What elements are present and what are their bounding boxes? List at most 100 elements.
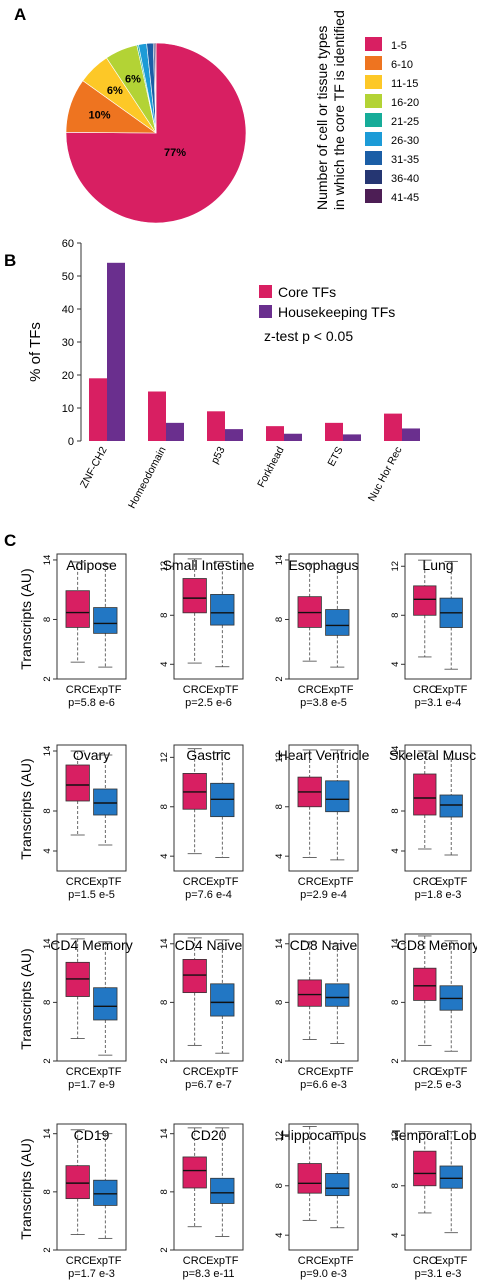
boxplot-group-label: CRC [298, 876, 322, 888]
bar-forkhead-core-tfs [266, 426, 284, 441]
boxplot-title: Esophagus [288, 557, 358, 573]
boxplot-y-tick-label: 14 [159, 938, 170, 949]
bar-y-tick-label: 20 [62, 370, 74, 382]
legend-swatch-16-20 [365, 94, 382, 108]
boxplot-group-label: CRC [66, 684, 90, 696]
boxplot-group-label: ExpTF [321, 1066, 354, 1078]
boxplot-title: CD8 Memory [397, 937, 477, 953]
boxplot-group-label: CRC [66, 1255, 90, 1267]
boxplot-box-crc [182, 1156, 207, 1189]
boxplot-pvalue: p=1.5 e-5 [68, 889, 115, 901]
boxplot-box-exptf [439, 1165, 463, 1189]
bar-nuc-hor-rec-core-tfs [384, 413, 402, 441]
boxplot-y-tick-label: 2 [42, 1058, 53, 1063]
boxplot-box-crc [297, 1163, 322, 1194]
boxplot-y-tick-label: 2 [390, 1058, 401, 1063]
boxplot-group-label: CRC [298, 1255, 322, 1267]
boxplot-frame [56, 1123, 127, 1251]
boxplot-title: Hippocampus [281, 1127, 367, 1143]
boxplot-y-tick-label: 8 [274, 1183, 285, 1188]
boxplot-group-label: ExpTF [89, 1066, 122, 1078]
bar-category-label: p53 [209, 445, 228, 466]
boxplot-group-label: CRC [183, 1066, 207, 1078]
boxplot-group-label: CRC [66, 876, 90, 888]
bar-ets-core-tfs [325, 422, 343, 441]
boxplot-frame [56, 553, 127, 680]
bar-category-label: Forkhead [255, 445, 286, 490]
boxplot-y-tick-label: 4 [274, 1233, 285, 1238]
boxplot-box-exptf [93, 1179, 118, 1206]
legend-label-21-25: 21-25 [391, 116, 419, 128]
boxplot-box-crc [413, 967, 437, 1001]
boxplot-group-label: ExpTF [89, 876, 122, 888]
boxplot-box-crc [413, 585, 437, 616]
boxplot-y-tick-label: 8 [390, 613, 401, 618]
boxplot-frame [56, 933, 127, 1062]
boxplot-title: CD19 [74, 1127, 110, 1143]
panel-label-c: C [4, 531, 16, 550]
boxplot-panels: Transcripts (AU) Transcripts (AU) Transcri… [18, 553, 477, 1280]
boxplot-y-tick-label: 8 [274, 617, 285, 622]
boxplot-box-crc [413, 1150, 437, 1187]
boxplot-frame [288, 1123, 359, 1251]
boxplot-box-exptf [325, 1173, 350, 1197]
bar-p53-core-tfs [207, 411, 225, 441]
boxplot-frame [173, 1123, 244, 1251]
boxplot-group-label: ExpTF [206, 1255, 239, 1267]
bar-y-tick-label: 40 [62, 304, 74, 316]
pie-legend-title-line-2: in which the core TF is identified [331, 10, 347, 210]
boxplot-y-tick-label: 14 [159, 1128, 170, 1139]
bar-legend: Core TFs Housekeeping TFs z-test p < 0.0… [259, 284, 395, 344]
boxplot-y-tick-label: 8 [274, 1000, 285, 1005]
pie-legend-title-line-1: Number of cell or tissue types [314, 26, 330, 210]
panel-label-b: B [4, 251, 16, 270]
boxplot-group-label: CRC [298, 684, 322, 696]
boxplot-y-tick-label: 14 [390, 746, 401, 757]
boxplot-pvalue: p=1.8 e-3 [415, 889, 462, 901]
boxplot-y-tick-label: 2 [274, 676, 285, 681]
boxplot-y-tick-label: 8 [159, 1000, 170, 1005]
boxplot-title: CD4 Memory [50, 937, 132, 953]
boxplot-frame [404, 744, 472, 872]
boxplot-y-tick-label: 4 [159, 662, 170, 667]
boxplot-group-label: CRC [66, 1066, 90, 1078]
bar-category-label: Homeodomain [126, 445, 169, 511]
boxplot-box-exptf [325, 983, 350, 1007]
boxplot-y-tick-label: 12 [390, 561, 401, 572]
pie-slice-label: 77% [164, 147, 186, 159]
boxplot-group-label: ExpTF [321, 1255, 354, 1267]
boxplot-pvalue: p=9.0 e-3 [300, 1268, 347, 1280]
boxplot-title: Temporal Lobe [392, 1127, 477, 1143]
boxplot-frame [173, 744, 244, 872]
boxplot-group-label: ExpTF [435, 1066, 468, 1078]
legend-label-26-30: 26-30 [391, 135, 419, 147]
boxplot-frame [288, 744, 359, 872]
legend-swatch-31-35 [365, 151, 382, 165]
boxplot-group-label: CRC [183, 876, 207, 888]
boxplot-y-tick-label: 8 [159, 613, 170, 618]
boxplot-y-tick-label: 12 [159, 752, 170, 763]
boxplot-title: Gastric [186, 747, 230, 763]
boxplot-group-label: ExpTF [321, 684, 354, 696]
boxplot-ylabel: Transcripts (AU) [18, 568, 34, 669]
boxplot-y-tick-label: 8 [390, 1183, 401, 1188]
boxplot-pvalue: p=3.1 e-3 [415, 1268, 462, 1280]
boxplot-y-tick-label: 8 [159, 1189, 170, 1194]
boxplot-group-label: CRC [413, 1255, 437, 1267]
legend-swatch-36-40 [365, 170, 382, 184]
boxplot-y-tick-label: 14 [42, 555, 53, 566]
boxplot-pvalue: p=3.8 e-5 [300, 697, 347, 709]
legend-label-16-20: 16-20 [391, 97, 419, 109]
boxplot-title: Adipose [66, 557, 117, 573]
legend-swatch-26-30 [365, 132, 382, 146]
boxplot-pvalue: p=2.5 e-3 [415, 1079, 462, 1091]
